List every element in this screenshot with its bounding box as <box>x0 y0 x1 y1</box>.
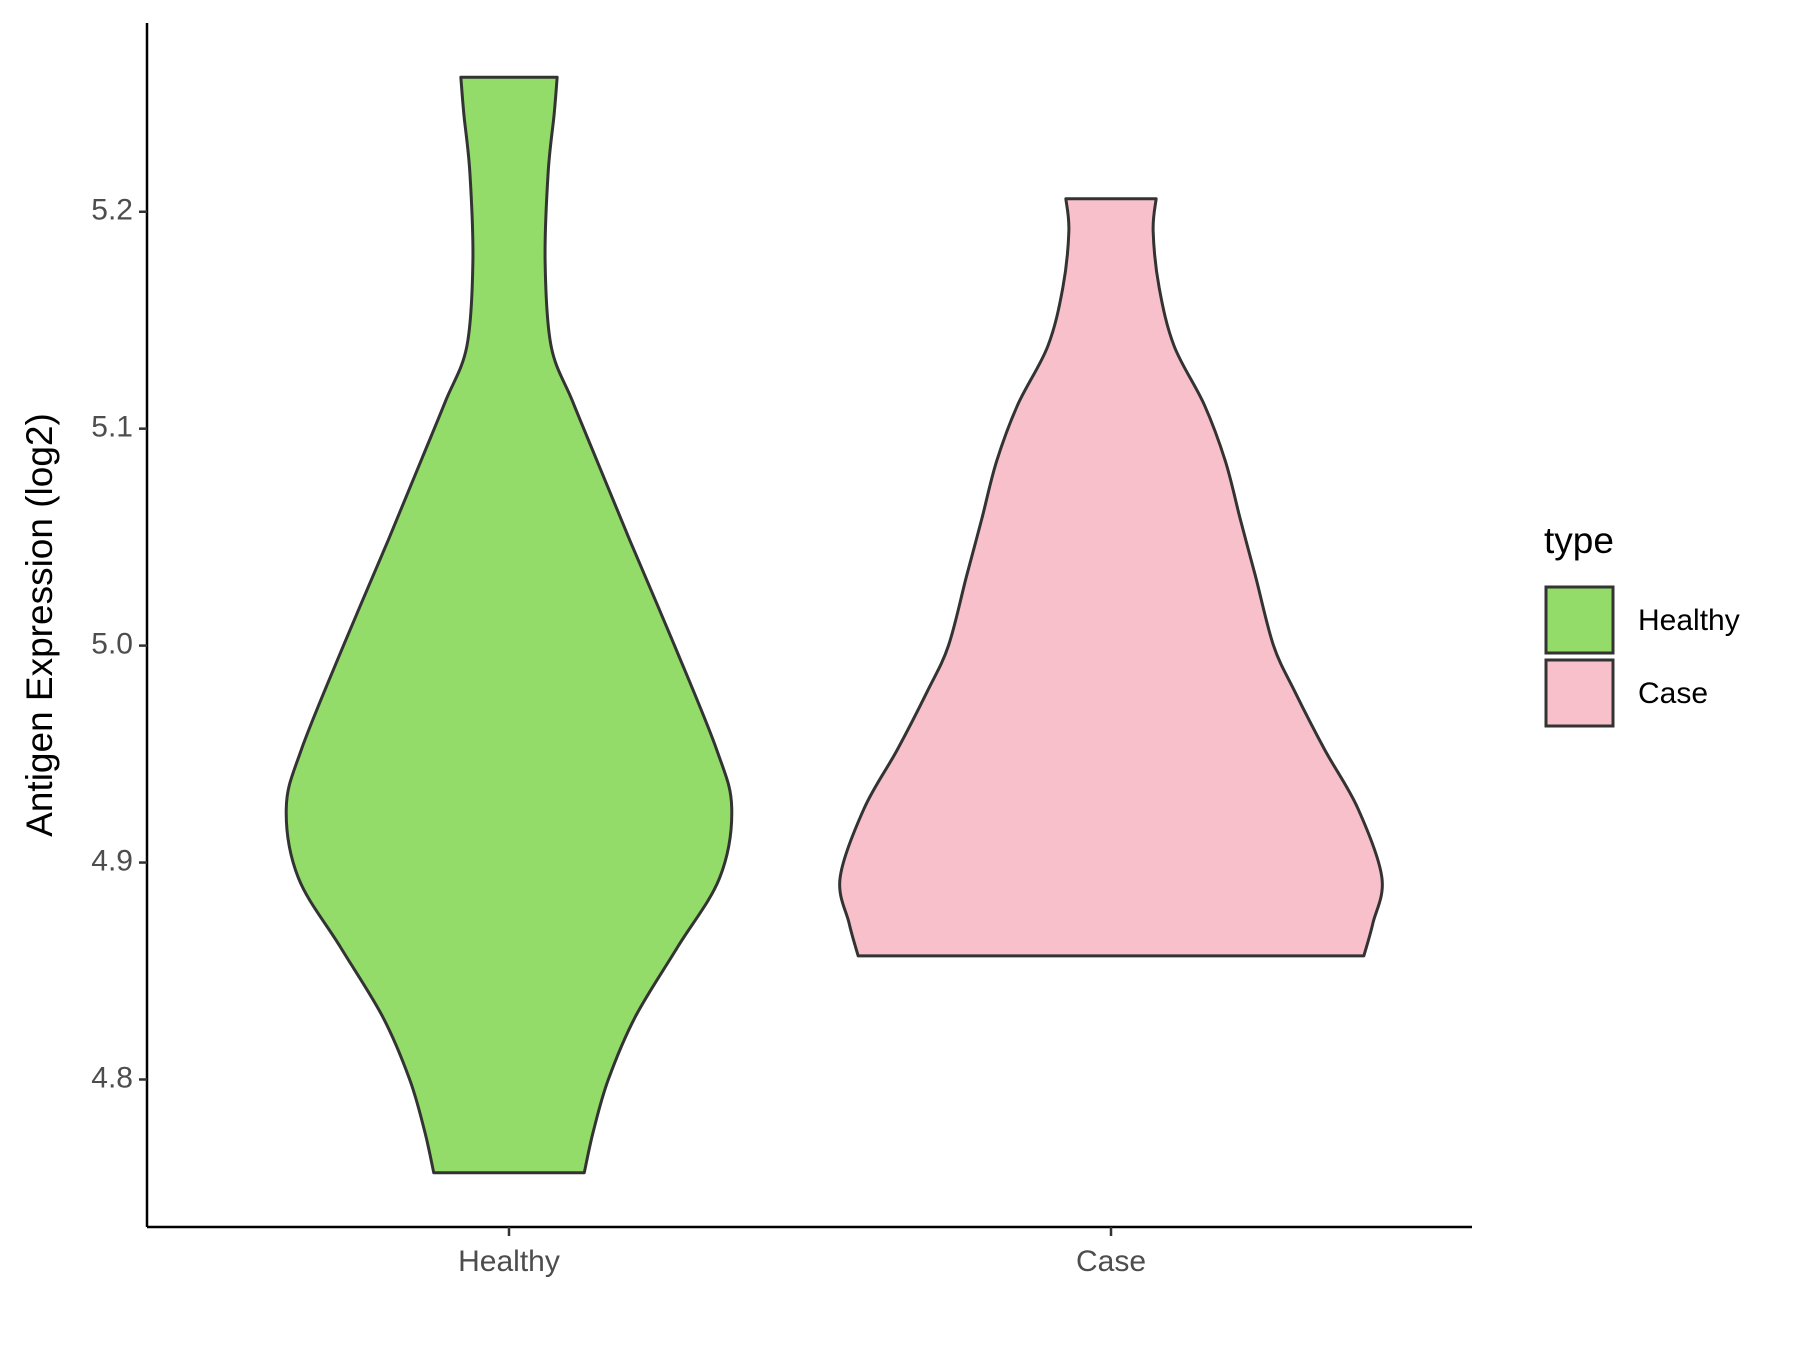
y-axis-title: Antigen Expression (log2) <box>19 413 60 837</box>
legend-label: Healthy <box>1638 604 1740 637</box>
legend-label: Case <box>1638 677 1708 710</box>
legend-key <box>1544 658 1615 728</box>
violin <box>838 197 1384 958</box>
y-tick-label: 4.8 <box>91 1061 133 1094</box>
y-tick-label: 5.1 <box>91 411 133 444</box>
x-tick-label: Healthy <box>458 1245 560 1278</box>
y-tick-label: 5.0 <box>91 628 133 661</box>
legend-key <box>1544 585 1615 655</box>
y-tick-label: 4.9 <box>91 844 133 877</box>
violin <box>284 75 734 1175</box>
y-tick-label: 5.2 <box>91 194 133 227</box>
legend-title: type <box>1544 520 1614 561</box>
x-tick-label: Case <box>1076 1245 1146 1278</box>
